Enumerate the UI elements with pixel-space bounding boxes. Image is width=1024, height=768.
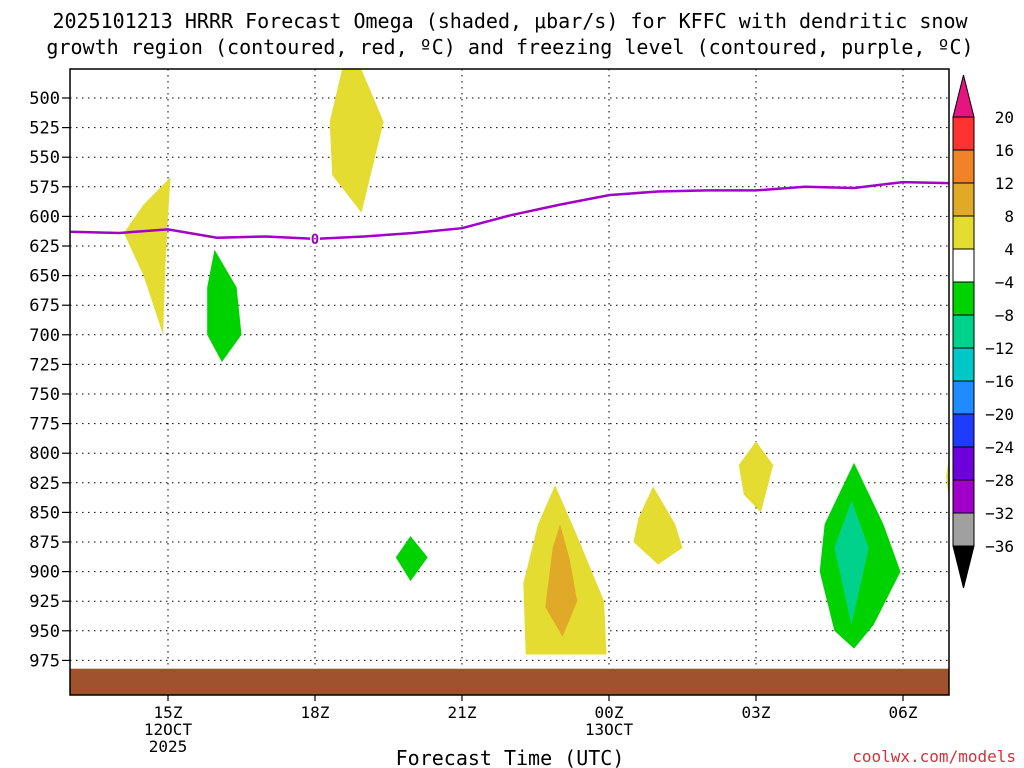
colorbar-label-2: 16 [995, 141, 1014, 160]
colorbar-bin-10 [952, 413, 975, 448]
freezing-level-line [70, 180, 949, 241]
colorbar-label-11: −24 [985, 438, 1014, 457]
freezing-level-contour: 0 [70, 180, 949, 248]
omega-region-6 [545, 524, 578, 637]
y-tick-label-725: 725 [29, 355, 60, 375]
colorbar-label-13: −32 [985, 504, 1014, 523]
colorbar-bin-11 [952, 446, 975, 481]
grid-lines [70, 69, 949, 695]
omega-region-7 [633, 486, 683, 565]
omega-region-1 [123, 177, 171, 335]
x-tick-label-12OCT: 12OCT [144, 720, 193, 739]
y-tick-label-550: 550 [29, 148, 60, 168]
y-tick-label-675: 675 [29, 296, 60, 316]
colorbar: 20 16 12 8 4 −4 −8 −12 −16 −20 −24 −28 −32 −36 [952, 74, 1014, 589]
freezing-level-label: 0 [311, 232, 319, 248]
chart-title-line1: 2025101213 HRRR Forecast Omega (shaded, … [52, 9, 968, 33]
plot-frame [69, 68, 950, 696]
colorbar-bin-6 [952, 281, 975, 316]
y-tick-label-950: 950 [29, 622, 60, 642]
colorbar-bin-13 [952, 512, 975, 547]
x-tick-label-15Z: 15Z [154, 703, 183, 722]
colorbar-label-14: −36 [985, 537, 1014, 556]
y-tick-label-975: 975 [29, 651, 60, 671]
colorbar-bin-5 [952, 248, 975, 283]
colorbar-bin-4 [952, 215, 975, 250]
colorbar-bin-9 [952, 380, 975, 415]
colorbar-bin-8 [952, 347, 975, 382]
ground-bar [70, 668, 949, 695]
y-tick-label-750: 750 [29, 385, 60, 405]
y-tick-label-825: 825 [29, 474, 60, 494]
y-tick-label-775: 775 [29, 415, 60, 435]
colorbar-top-arrow [952, 74, 975, 118]
colorbar-label-6: −4 [995, 273, 1014, 292]
y-tick-label-850: 850 [29, 503, 60, 523]
y-tick-label-800: 800 [29, 444, 60, 464]
x-tick-label-03Z: 03Z [742, 703, 771, 722]
chart-title-line2: growth region (contoured, red, ºC) and f… [46, 35, 973, 59]
colorbar-label-4: 8 [1004, 207, 1014, 226]
colorbar-label-3: 12 [995, 174, 1014, 193]
colorbar-bottom-arrow [952, 545, 975, 589]
colorbar-label-7: −8 [995, 306, 1014, 325]
colorbar-label-5: 4 [1004, 240, 1014, 259]
ground-surface [70, 668, 949, 695]
x-tick-label-00Z: 00Z [595, 703, 624, 722]
watermark: coolwx.com/models [852, 747, 1016, 766]
colorbar-bin-2 [952, 149, 975, 184]
y-tick-label-500: 500 [29, 89, 60, 109]
omega-region-8 [738, 441, 774, 513]
x-tick-label-21Z: 21Z [448, 703, 477, 722]
y-tick-label-600: 600 [29, 207, 60, 227]
colorbar-label-1: 20 [995, 108, 1014, 127]
y-axis-tick-labels: 500 525 550 575 600 625 650 675 700 725 750 775 800 8… [29, 89, 70, 671]
colorbar-bin-1 [952, 116, 975, 151]
x-tick-label-13OCT: 13OCT [585, 720, 634, 739]
y-tick-label-900: 900 [29, 563, 60, 583]
y-tick-label-525: 525 [29, 119, 60, 139]
colorbar-bin-12 [952, 479, 975, 514]
x-axis-label: Forecast Time (UTC) [396, 746, 625, 768]
freezing-level-label-bg [310, 230, 320, 246]
omega-region-10 [834, 500, 869, 625]
y-tick-label-925: 925 [29, 592, 60, 612]
colorbar-label-12: −28 [985, 471, 1014, 490]
y-tick-label-625: 625 [29, 237, 60, 257]
x-tick-label-2025: 2025 [149, 737, 188, 756]
colorbar-label-8: −12 [985, 339, 1014, 358]
omega-shaded-regions [123, 69, 949, 655]
y-tick-label-650: 650 [29, 267, 60, 287]
colorbar-bin-3 [952, 182, 975, 217]
y-tick-label-575: 575 [29, 178, 60, 198]
x-tick-label-06Z: 06Z [889, 703, 918, 722]
colorbar-label-9: −16 [985, 372, 1014, 391]
omega-region-2 [329, 69, 384, 213]
y-tick-label-875: 875 [29, 533, 60, 553]
colorbar-label-10: −20 [985, 405, 1014, 424]
colorbar-bin-7 [952, 314, 975, 349]
y-tick-label-700: 700 [29, 326, 60, 346]
omega-region-4 [395, 536, 428, 582]
x-tick-label-18Z: 18Z [301, 703, 330, 722]
omega-region-3 [207, 249, 242, 362]
